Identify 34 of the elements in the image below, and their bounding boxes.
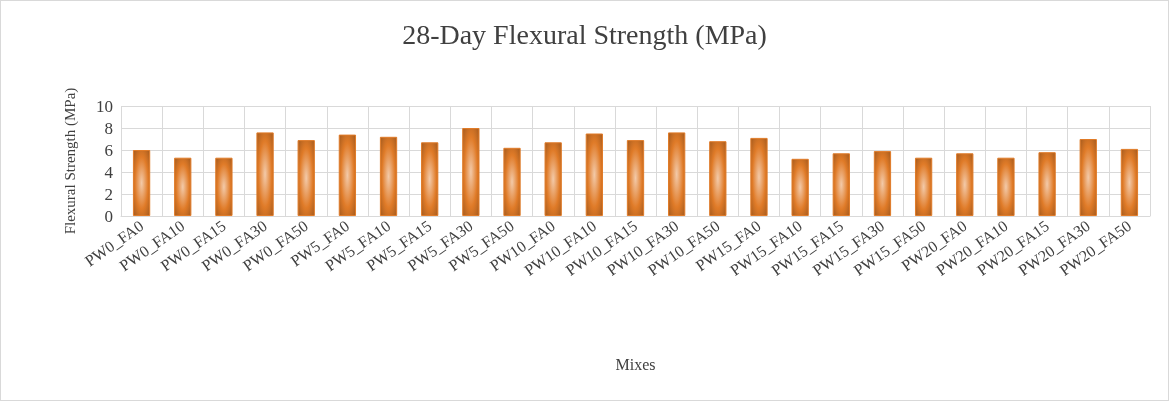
bar <box>256 132 274 216</box>
chart-title: 28-Day Flexural Strength (MPa) <box>402 18 767 50</box>
bar <box>379 136 398 216</box>
bar <box>215 157 233 216</box>
y-tick-label: 0 <box>104 206 113 226</box>
bar <box>174 157 192 216</box>
bar <box>956 153 974 216</box>
bar <box>750 137 768 216</box>
bar <box>1038 152 1056 216</box>
bar <box>1120 148 1139 216</box>
y-tick-label: 8 <box>104 118 113 138</box>
bar <box>462 128 480 216</box>
bar <box>338 134 357 216</box>
bar <box>997 157 1015 216</box>
bar <box>544 142 562 216</box>
bar <box>709 141 727 216</box>
y-tick-label: 6 <box>104 140 113 160</box>
bar <box>503 147 521 216</box>
bar <box>873 151 892 216</box>
bar <box>914 157 933 216</box>
x-axis-title: Mixes <box>615 355 656 373</box>
y-tick-label: 4 <box>104 162 114 182</box>
bar <box>668 132 686 216</box>
bar <box>832 153 850 216</box>
y-axis-title: Flexural Strength (MPa) <box>61 87 79 235</box>
bar <box>421 142 439 216</box>
bar <box>1079 139 1097 216</box>
bar <box>585 133 603 216</box>
y-tick-label: 10 <box>96 96 113 116</box>
bar <box>791 158 809 216</box>
y-tick-label: 2 <box>104 184 113 204</box>
bar <box>297 140 315 216</box>
bar <box>626 140 645 216</box>
bar <box>132 150 151 216</box>
